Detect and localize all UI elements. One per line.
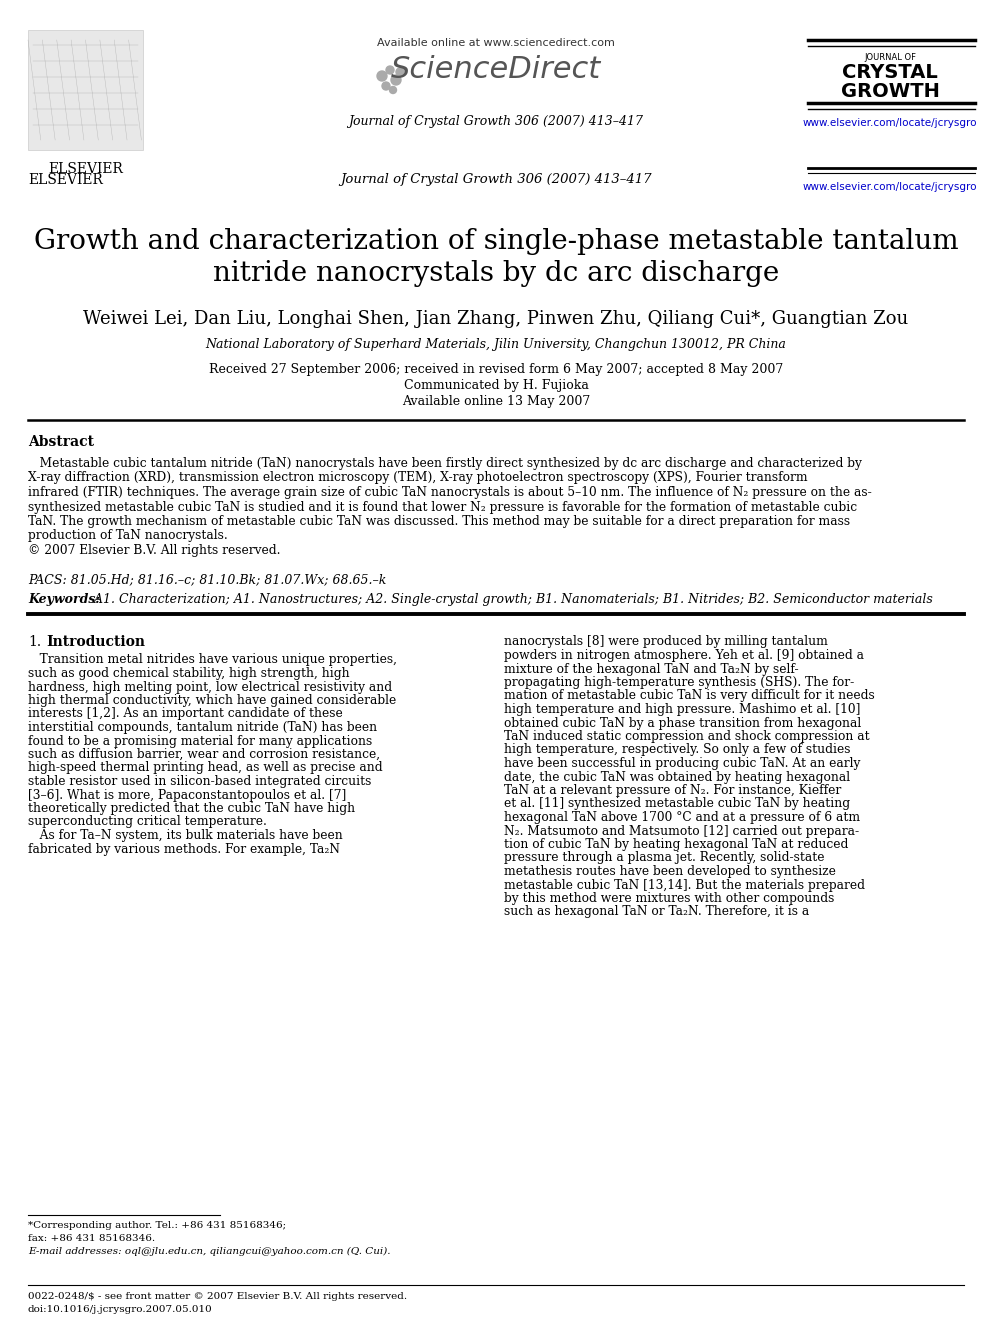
Text: www.elsevier.com/locate/jcrysgro: www.elsevier.com/locate/jcrysgro	[803, 118, 977, 128]
Text: National Laboratory of Superhard Materials, Jilin University, Changchun 130012, : National Laboratory of Superhard Materia…	[205, 337, 787, 351]
Text: N₂. Matsumoto and Matsumoto [12] carried out prepara-: N₂. Matsumoto and Matsumoto [12] carried…	[504, 824, 859, 837]
Text: high-speed thermal printing head, as well as precise and: high-speed thermal printing head, as wel…	[28, 762, 383, 774]
Text: Transition metal nitrides have various unique properties,: Transition metal nitrides have various u…	[28, 654, 397, 667]
Text: TaN at a relevant pressure of N₂. For instance, Kieffer: TaN at a relevant pressure of N₂. For in…	[504, 785, 841, 796]
Text: JOURNAL OF: JOURNAL OF	[864, 53, 916, 62]
Circle shape	[382, 82, 390, 90]
Text: fabricated by various methods. For example, Ta₂N: fabricated by various methods. For examp…	[28, 843, 340, 856]
Text: by this method were mixtures with other compounds: by this method were mixtures with other …	[504, 892, 834, 905]
Text: ELSEVIER: ELSEVIER	[28, 173, 103, 187]
Text: mixture of the hexagonal TaN and Ta₂N by self-: mixture of the hexagonal TaN and Ta₂N by…	[504, 663, 799, 676]
Text: stable resistor used in silicon-based integrated circuits: stable resistor used in silicon-based in…	[28, 775, 371, 789]
Text: ScienceDirect: ScienceDirect	[391, 56, 601, 83]
Text: A1. Characterization; A1. Nanostructures; A2. Single-crystal growth; B1. Nanomat: A1. Characterization; A1. Nanostructures…	[90, 594, 932, 606]
Text: Received 27 September 2006; received in revised form 6 May 2007; accepted 8 May : Received 27 September 2006; received in …	[209, 363, 783, 376]
Text: high temperature and high pressure. Mashimo et al. [10]: high temperature and high pressure. Mash…	[504, 703, 860, 716]
Text: CRYSTAL: CRYSTAL	[842, 64, 937, 82]
Text: Journal of Crystal Growth 306 (2007) 413–417: Journal of Crystal Growth 306 (2007) 413…	[340, 173, 652, 187]
Text: such as hexagonal TaN or Ta₂N. Therefore, it is a: such as hexagonal TaN or Ta₂N. Therefore…	[504, 905, 809, 918]
Text: 1.: 1.	[28, 635, 41, 650]
Text: theoretically predicted that the cubic TaN have high: theoretically predicted that the cubic T…	[28, 802, 355, 815]
Text: Journal of Crystal Growth 306 (2007) 413–417: Journal of Crystal Growth 306 (2007) 413…	[348, 115, 644, 128]
Text: powders in nitrogen atmosphere. Yeh et al. [9] obtained a: powders in nitrogen atmosphere. Yeh et a…	[504, 650, 864, 662]
Text: PACS: 81.05.Hd; 81.16.–c; 81.10.Bk; 81.07.Wx; 68.65.–k: PACS: 81.05.Hd; 81.16.–c; 81.10.Bk; 81.0…	[28, 573, 386, 586]
Text: synthesized metastable cubic TaN is studied and it is found that lower N₂ pressu: synthesized metastable cubic TaN is stud…	[28, 500, 857, 513]
Text: X-ray diffraction (XRD), transmission electron microscopy (TEM), X-ray photoelec: X-ray diffraction (XRD), transmission el…	[28, 471, 807, 484]
Text: ELSEVIER: ELSEVIER	[48, 161, 123, 176]
Text: tion of cubic TaN by heating hexagonal TaN at reduced: tion of cubic TaN by heating hexagonal T…	[504, 837, 848, 851]
Text: As for Ta–N system, its bulk materials have been: As for Ta–N system, its bulk materials h…	[28, 830, 343, 841]
Text: interstitial compounds, tantalum nitride (TaN) has been: interstitial compounds, tantalum nitride…	[28, 721, 377, 734]
Text: TaN induced static compression and shock compression at: TaN induced static compression and shock…	[504, 730, 870, 744]
Text: www.elsevier.com/locate/jcrysgro: www.elsevier.com/locate/jcrysgro	[803, 183, 977, 192]
Bar	[28, 30, 143, 149]
Circle shape	[390, 86, 397, 94]
Text: Available online at www.sciencedirect.com: Available online at www.sciencedirect.co…	[377, 38, 615, 48]
Text: 0022-0248/$ - see front matter © 2007 Elsevier B.V. All rights reserved.: 0022-0248/$ - see front matter © 2007 El…	[28, 1293, 407, 1301]
Text: GROWTH: GROWTH	[840, 82, 939, 101]
Text: Keywords:: Keywords:	[28, 594, 100, 606]
Text: such as good chemical stability, high strength, high: such as good chemical stability, high st…	[28, 667, 349, 680]
Text: interests [1,2]. As an important candidate of these: interests [1,2]. As an important candida…	[28, 708, 343, 721]
Text: Available online 13 May 2007: Available online 13 May 2007	[402, 396, 590, 407]
Text: fax: +86 431 85168346.: fax: +86 431 85168346.	[28, 1234, 155, 1244]
Text: et al. [11] synthesized metastable cubic TaN by heating: et al. [11] synthesized metastable cubic…	[504, 798, 850, 811]
Text: TaN. The growth mechanism of metastable cubic TaN was discussed. This method may: TaN. The growth mechanism of metastable …	[28, 515, 850, 528]
Text: *Corresponding author. Tel.: +86 431 85168346;: *Corresponding author. Tel.: +86 431 851…	[28, 1221, 286, 1230]
Text: Introduction: Introduction	[46, 635, 145, 650]
Text: © 2007 Elsevier B.V. All rights reserved.: © 2007 Elsevier B.V. All rights reserved…	[28, 544, 281, 557]
Text: nitride nanocrystals by dc arc discharge: nitride nanocrystals by dc arc discharge	[213, 261, 779, 287]
Text: Growth and characterization of single-phase metastable tantalum: Growth and characterization of single-ph…	[34, 228, 958, 255]
Text: high thermal conductivity, which have gained considerable: high thermal conductivity, which have ga…	[28, 695, 396, 706]
Text: Abstract: Abstract	[28, 435, 94, 448]
Circle shape	[391, 75, 401, 85]
Text: doi:10.1016/j.jcrysgro.2007.05.010: doi:10.1016/j.jcrysgro.2007.05.010	[28, 1304, 212, 1314]
Text: such as diffusion barrier, wear and corrosion resistance,: such as diffusion barrier, wear and corr…	[28, 747, 380, 761]
Text: found to be a promising material for many applications: found to be a promising material for man…	[28, 734, 372, 747]
Text: obtained cubic TaN by a phase transition from hexagonal: obtained cubic TaN by a phase transition…	[504, 717, 861, 729]
Text: E-mail addresses: oql@jlu.edu.cn, qiliangcui@yahoo.com.cn (Q. Cui).: E-mail addresses: oql@jlu.edu.cn, qilian…	[28, 1248, 391, 1256]
Text: metastable cubic TaN [13,14]. But the materials prepared: metastable cubic TaN [13,14]. But the ma…	[504, 878, 865, 892]
Circle shape	[396, 67, 404, 75]
Text: propagating high-temperature synthesis (SHS). The for-: propagating high-temperature synthesis (…	[504, 676, 854, 689]
Text: pressure through a plasma jet. Recently, solid-state: pressure through a plasma jet. Recently,…	[504, 852, 824, 864]
Text: Communicated by H. Fujioka: Communicated by H. Fujioka	[404, 378, 588, 392]
Text: Weiwei Lei, Dan Liu, Longhai Shen, Jian Zhang, Pinwen Zhu, Qiliang Cui*, Guangti: Weiwei Lei, Dan Liu, Longhai Shen, Jian …	[83, 310, 909, 328]
Circle shape	[377, 71, 387, 81]
Text: infrared (FTIR) techniques. The average grain size of cubic TaN nanocrystals is : infrared (FTIR) techniques. The average …	[28, 486, 872, 499]
Text: nanocrystals [8] were produced by milling tantalum: nanocrystals [8] were produced by millin…	[504, 635, 828, 648]
Text: high temperature, respectively. So only a few of studies: high temperature, respectively. So only …	[504, 744, 850, 757]
Text: mation of metastable cubic TaN is very difficult for it needs: mation of metastable cubic TaN is very d…	[504, 689, 875, 703]
Text: superconducting critical temperature.: superconducting critical temperature.	[28, 815, 267, 828]
Text: hexagonal TaN above 1700 °C and at a pressure of 6 atm: hexagonal TaN above 1700 °C and at a pre…	[504, 811, 860, 824]
Text: [3–6]. What is more, Papaconstantopoulos et al. [7]: [3–6]. What is more, Papaconstantopoulos…	[28, 789, 346, 802]
Text: production of TaN nanocrystals.: production of TaN nanocrystals.	[28, 529, 228, 542]
Text: date, the cubic TaN was obtained by heating hexagonal: date, the cubic TaN was obtained by heat…	[504, 770, 850, 783]
Text: hardness, high melting point, low electrical resistivity and: hardness, high melting point, low electr…	[28, 680, 392, 693]
Text: metathesis routes have been developed to synthesize: metathesis routes have been developed to…	[504, 865, 836, 878]
Circle shape	[386, 66, 394, 74]
Text: have been successful in producing cubic TaN. At an early: have been successful in producing cubic …	[504, 757, 860, 770]
Text: Metastable cubic tantalum nitride (TaN) nanocrystals have been firstly direct sy: Metastable cubic tantalum nitride (TaN) …	[28, 456, 862, 470]
